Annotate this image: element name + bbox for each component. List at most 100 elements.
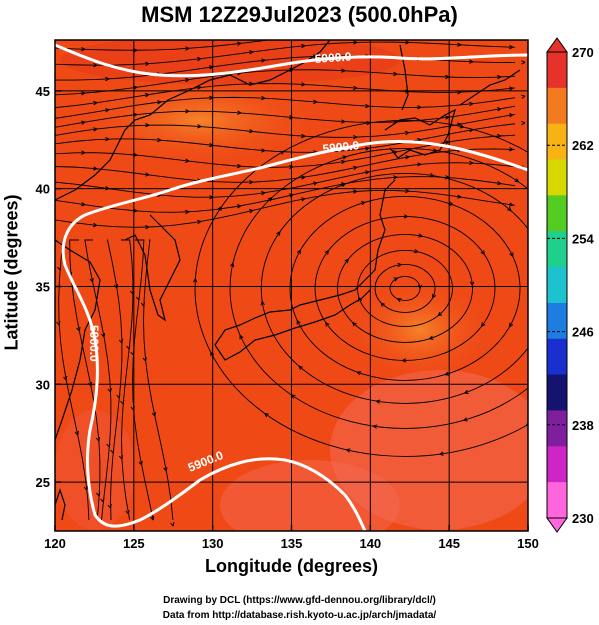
wind-arrow (133, 208, 138, 213)
wind-arrow (353, 85, 358, 91)
colorbar-segment (547, 446, 567, 483)
wind-arrow (145, 61, 150, 67)
wind-arrow (81, 120, 86, 125)
wind-arrow (133, 85, 138, 90)
wind-arrow (130, 405, 135, 411)
wind-arrow (469, 281, 475, 286)
contour-5900-north (55, 43, 528, 78)
wind-arrow (417, 105, 422, 110)
wind-arrow (129, 289, 135, 295)
wind-arrow (237, 204, 242, 209)
wind-arrow (116, 393, 121, 399)
colorbar-label: 246 (572, 325, 594, 340)
wind-arrow (237, 110, 242, 115)
wind-arrow (341, 68, 346, 73)
colorbar-segment (547, 410, 567, 447)
wind-arrow (276, 231, 281, 236)
wind-arrow (497, 74, 502, 80)
colorbar-segment (547, 87, 567, 125)
wind-arrow (133, 152, 138, 158)
wind-arrow (405, 155, 410, 160)
wind-arrow (507, 206, 512, 212)
y-axis-label: Latitude (degrees) (1, 194, 22, 351)
wind-arrow (445, 27, 449, 30)
wind-arrow (457, 42, 462, 47)
wind-arrow (393, 71, 398, 77)
wind-arrow (209, 142, 214, 148)
wind-arrow (210, 351, 215, 357)
streamline-westerly (55, 83, 516, 109)
streamline-west (107, 239, 123, 521)
wind-arrow (439, 451, 444, 456)
wind-arrow (249, 81, 254, 87)
wind-arrow (81, 46, 86, 52)
wind-arrow (514, 178, 519, 183)
wind-arrow (402, 358, 407, 363)
streamline-westerly (55, 189, 516, 228)
wind-arrow (298, 365, 304, 370)
wind-arrow (93, 127, 98, 132)
x-tick-label: 145 (438, 536, 460, 551)
wind-arrow (365, 103, 370, 109)
wind-arrow (497, 29, 501, 32)
wind-arrow (469, 160, 474, 166)
wind-arrow (95, 436, 100, 442)
wind-arrow (197, 124, 202, 129)
wind-arrow (341, 159, 346, 165)
wind-arrow (445, 140, 450, 145)
contour-5900-middle (61, 140, 528, 531)
wind-arrow (324, 250, 329, 255)
wind-arrow (352, 165, 358, 171)
y-tick-label: 40 (36, 182, 50, 197)
wind-arrow (185, 77, 190, 83)
wind-arrow (133, 112, 138, 118)
x-tick-label: 130 (202, 536, 224, 551)
wind-arrow (209, 95, 214, 100)
wind-arrow (405, 130, 410, 136)
wind-arrow (185, 158, 190, 163)
streamline-ring (314, 215, 496, 361)
streamline-ring (289, 195, 521, 381)
wind-arrow (325, 322, 330, 327)
wind-arrow (249, 50, 254, 55)
wind-arrow (118, 338, 124, 344)
streamline-westerly (55, 123, 516, 153)
wind-arrow (356, 371, 362, 376)
lat-lon-grid (54, 40, 529, 531)
wind-arrow (105, 76, 110, 82)
wind-arrow (457, 90, 462, 95)
wind-arrow (105, 136, 110, 142)
y-tick-label: 25 (36, 475, 50, 490)
wind-arrow (353, 135, 358, 140)
wind-arrow (432, 148, 437, 153)
y-tick-label: 45 (36, 84, 50, 99)
wind-arrow (463, 417, 468, 422)
wind-arrow (397, 298, 402, 303)
wind-arrow (209, 65, 214, 70)
wind-arrow (289, 67, 294, 73)
wind-arrow (521, 94, 526, 99)
wind-arrow (576, 310, 579, 314)
wind-arrow (521, 60, 526, 65)
wind-arrow (105, 186, 110, 191)
wind-arrow (142, 356, 147, 362)
wind-arrow (445, 115, 450, 120)
wind-arrow (301, 197, 306, 202)
wind-arrow (209, 195, 214, 200)
wind-arrow (87, 381, 93, 387)
colorbar-label: 238 (572, 418, 594, 433)
colorbar-min-arrow (546, 517, 568, 533)
streamline-westerly (55, 41, 516, 66)
wind-arrow (133, 48, 138, 53)
x-tick-label: 135 (281, 536, 303, 551)
wind-arrow (151, 411, 156, 417)
wind-arrow (457, 122, 462, 127)
wind-arrow (185, 109, 190, 114)
wind-arrow (145, 172, 150, 177)
streamline-ring (229, 148, 528, 429)
wind-arrow (289, 36, 293, 39)
coastline-hokkaido (384, 108, 456, 159)
wind-arrow (157, 100, 162, 105)
wind-arrow (509, 44, 514, 50)
colorbar-label: 230 (572, 511, 594, 526)
